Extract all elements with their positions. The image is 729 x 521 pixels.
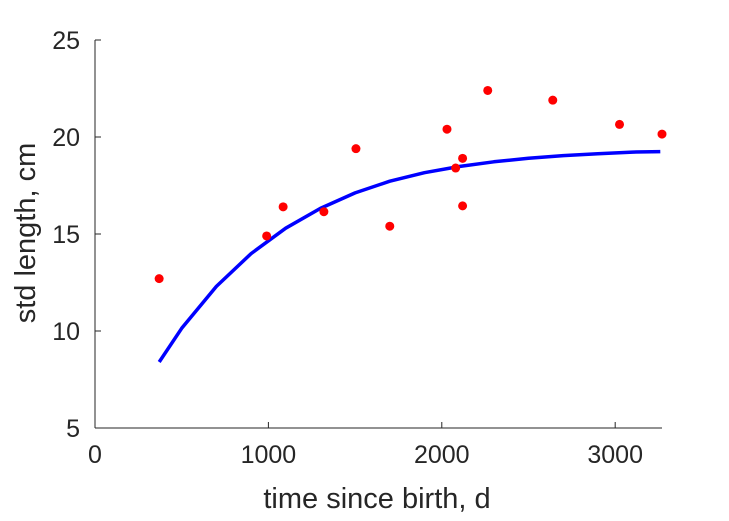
data-point xyxy=(385,221,395,231)
data-point xyxy=(262,231,272,241)
data-point xyxy=(442,124,452,134)
x-tick-label: 0 xyxy=(88,441,102,469)
data-point xyxy=(458,201,468,211)
data-point xyxy=(548,95,558,105)
plot-area: 0 1000 2000 3000 5 10 15 20 25 xyxy=(52,27,667,469)
y-tick-label: 5 xyxy=(66,415,80,443)
x-axis-title: time since birth, d xyxy=(263,483,490,515)
x-tick-label: 1000 xyxy=(241,441,297,469)
fit-curve xyxy=(157,149,661,363)
y-axis-ticks: 5 10 15 20 25 xyxy=(52,27,101,443)
x-axis-ticks: 0 1000 2000 3000 xyxy=(88,422,643,469)
data-point xyxy=(319,207,329,217)
series-layer xyxy=(154,85,667,363)
data-point xyxy=(458,153,468,163)
data-point xyxy=(483,85,493,95)
data-point xyxy=(451,163,461,173)
data-point xyxy=(278,202,288,212)
y-tick-label: 20 xyxy=(52,124,80,152)
x-tick-label: 3000 xyxy=(587,441,643,469)
x-tick-label: 2000 xyxy=(414,441,470,469)
y-tick-label: 10 xyxy=(52,318,80,346)
data-point xyxy=(351,144,361,154)
data-point xyxy=(615,119,625,129)
y-tick-label: 15 xyxy=(52,221,80,249)
data-point xyxy=(154,274,164,284)
y-tick-label: 25 xyxy=(52,27,80,55)
data-point xyxy=(657,129,667,139)
y-axis-title: std length, cm xyxy=(10,143,42,324)
